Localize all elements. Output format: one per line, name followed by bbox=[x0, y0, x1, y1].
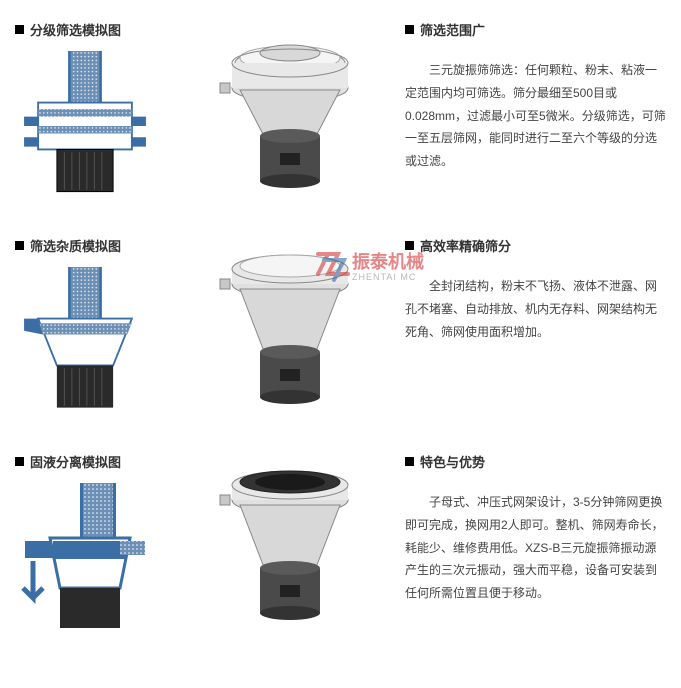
impurity-diagram-icon bbox=[15, 267, 155, 417]
grading-diagram-icon bbox=[15, 51, 155, 201]
heading-text: 高效率精确筛分 bbox=[420, 236, 511, 255]
heading-text: 筛选杂质模拟图 bbox=[30, 236, 121, 255]
heading-text: 特色与优势 bbox=[420, 452, 485, 471]
section-body: 子母式、冲压式网架设计，3-5分钟筛网更换即可完成，换网用2人即可。整机、筛网寿… bbox=[405, 491, 666, 605]
bullet-icon bbox=[405, 25, 414, 34]
heading-text: 分级筛选模拟图 bbox=[30, 20, 121, 39]
diagram-title: 筛选杂质模拟图 bbox=[15, 236, 185, 255]
row-solid-liquid: 固液分离模拟图 bbox=[15, 452, 666, 638]
solid-liquid-diagram-icon bbox=[15, 483, 155, 633]
section-title: 筛选范围广 bbox=[405, 20, 666, 39]
right-column: 高效率精确筛分 全封闭结构，粉末不飞扬、液体不泄露、网孔不堵塞、自动排放、机内无… bbox=[395, 236, 666, 422]
bullet-icon bbox=[405, 457, 414, 466]
left-column: 分级筛选模拟图 bbox=[15, 20, 185, 206]
machine-image-icon bbox=[215, 460, 365, 630]
left-column: 固液分离模拟图 bbox=[15, 452, 185, 638]
left-column: 筛选杂质模拟图 bbox=[15, 236, 185, 422]
row-impurity: 筛选杂质模拟图 bbox=[15, 236, 666, 422]
machine-column: 振泰机械 ZHENTAI MC bbox=[185, 236, 395, 422]
bullet-icon bbox=[405, 241, 414, 250]
machine-image-icon bbox=[215, 28, 365, 198]
machine-image-icon bbox=[215, 244, 365, 414]
bullet-icon bbox=[15, 241, 24, 250]
machine-column bbox=[185, 452, 395, 638]
bullet-icon bbox=[15, 25, 24, 34]
section-title: 特色与优势 bbox=[405, 452, 666, 471]
row-grading: 分级筛选模拟图 bbox=[15, 20, 666, 206]
bullet-icon bbox=[15, 457, 24, 466]
section-title: 高效率精确筛分 bbox=[405, 236, 666, 255]
heading-text: 筛选范围广 bbox=[420, 20, 485, 39]
section-body: 全封闭结构，粉末不飞扬、液体不泄露、网孔不堵塞、自动排放、机内无存料、网架结构无… bbox=[405, 275, 666, 343]
heading-text: 固液分离模拟图 bbox=[30, 452, 121, 471]
right-column: 筛选范围广 三元旋振筛筛选：任何颗粒、粉末、粘液一定范围内均可筛选。筛分最细至5… bbox=[395, 20, 666, 206]
diagram-title: 分级筛选模拟图 bbox=[15, 20, 185, 39]
machine-column bbox=[185, 20, 395, 206]
section-body: 三元旋振筛筛选：任何颗粒、粉末、粘液一定范围内均可筛选。筛分最细至500目或0.… bbox=[405, 59, 666, 173]
diagram-title: 固液分离模拟图 bbox=[15, 452, 185, 471]
right-column: 特色与优势 子母式、冲压式网架设计，3-5分钟筛网更换即可完成，换网用2人即可。… bbox=[395, 452, 666, 638]
